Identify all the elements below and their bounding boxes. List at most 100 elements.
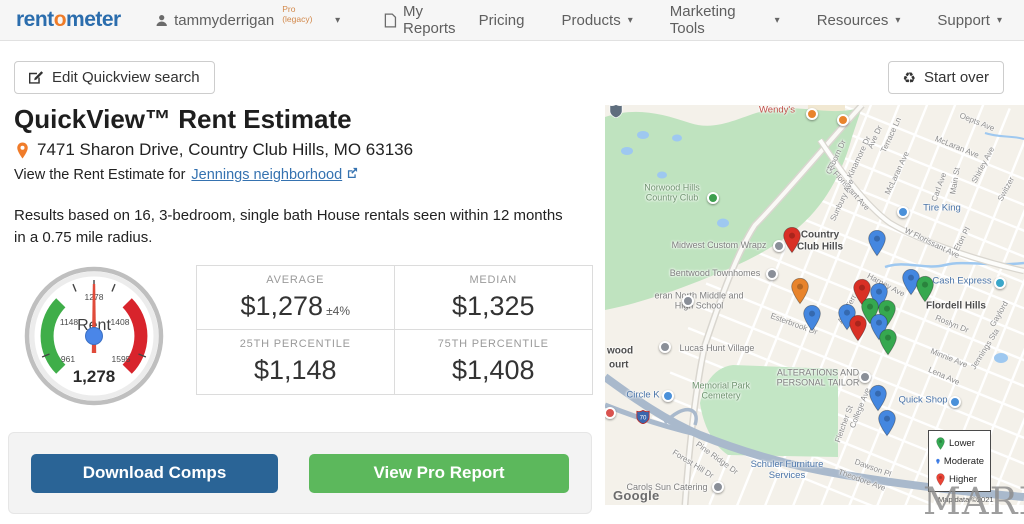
street-label: Jennings Sta bbox=[968, 326, 1002, 372]
stat-average-label: AVERAGE bbox=[266, 273, 325, 286]
map-pin-blue[interactable] bbox=[868, 229, 887, 257]
username-label: tammyderrigan bbox=[174, 11, 275, 29]
gauge-tick-1408: 1408 bbox=[111, 317, 130, 327]
map-pin-green[interactable] bbox=[916, 275, 935, 303]
street-label: W Florissant Ave bbox=[824, 161, 872, 213]
map-poi-icon[interactable] bbox=[682, 295, 694, 307]
map-pin-red[interactable] bbox=[849, 314, 868, 342]
map-poi-icon[interactable] bbox=[897, 206, 909, 218]
map-poi-icon[interactable] bbox=[662, 390, 674, 402]
chevron-down-icon: ▾ bbox=[774, 14, 780, 26]
nav-link-resources[interactable]: Resources ▾ bbox=[816, 11, 901, 29]
place-label: Cash Express bbox=[932, 275, 992, 287]
start-over-button[interactable]: ♻ Start over bbox=[887, 61, 1004, 94]
google-logo: Google bbox=[613, 488, 660, 503]
street-label: Pine Ridge Dr bbox=[694, 439, 740, 477]
map-poi-icon[interactable] bbox=[766, 268, 778, 280]
stat-p25-label: 25TH PERCENTILE bbox=[239, 338, 351, 350]
results-summary: Results based on 16, 3-bedroom, single b… bbox=[14, 207, 563, 246]
street-label: McLaran Ave bbox=[883, 150, 911, 196]
nav-link-products[interactable]: Products ▾ bbox=[561, 11, 633, 29]
map-base bbox=[605, 105, 1024, 505]
my-reports-label: My Reports bbox=[403, 3, 456, 37]
street-label: Forest Hill Dr bbox=[670, 447, 716, 481]
stat-75th-percentile: 75TH PERCENTILE $1,408 bbox=[395, 330, 593, 394]
navbar: rentometer tammyderrigan Pro (legacy) ▾ … bbox=[0, 0, 1024, 41]
place-label: Circle K bbox=[626, 389, 660, 401]
gauge-red-arc bbox=[122, 298, 148, 374]
highway-ramp bbox=[663, 407, 698, 426]
chevron-down-icon: ▾ bbox=[335, 14, 341, 26]
i70-shield-icon: 70 bbox=[636, 409, 651, 425]
chevron-down-icon: ▾ bbox=[627, 14, 633, 26]
street-label: Kinamore Dr bbox=[845, 134, 873, 180]
stat-average: AVERAGE $1,278 ±4% bbox=[197, 266, 395, 330]
map-pin-orange[interactable] bbox=[791, 277, 810, 305]
interstate-shield-icon bbox=[609, 105, 623, 119]
map-poi-icon[interactable] bbox=[773, 240, 785, 252]
person-icon bbox=[156, 14, 167, 26]
download-comps-button[interactable]: Download Comps bbox=[31, 453, 278, 493]
place-label: Memorial Park Cemetery bbox=[691, 380, 750, 401]
nav-link-marketing-tools[interactable]: Marketing Tools ▾ bbox=[669, 3, 780, 37]
place-label: Quick Shop bbox=[898, 394, 948, 406]
gauge-tick-1148: 1148 bbox=[60, 317, 79, 327]
nav-link-pricing[interactable]: Pricing bbox=[478, 11, 525, 29]
stat-average-value: $1,278 ±4% bbox=[240, 290, 351, 321]
map-pin-green[interactable] bbox=[879, 328, 898, 356]
address-text: 7471 Sharon Drive, Country Club Hills, M… bbox=[37, 140, 414, 159]
map-poi-icon[interactable] bbox=[837, 114, 849, 126]
place-label: eran North Middle and High School bbox=[654, 290, 744, 311]
stat-p75-value: $1,408 bbox=[451, 355, 535, 385]
map-pin-blue[interactable] bbox=[878, 409, 897, 437]
map-poi-icon[interactable] bbox=[605, 407, 616, 419]
map-pin-blue[interactable] bbox=[869, 384, 888, 412]
place-label: ALTERATIONS AND PERSONAL TAILOR bbox=[776, 367, 860, 388]
place-label: Tire King bbox=[923, 202, 961, 214]
map-poi-icon[interactable] bbox=[659, 341, 671, 353]
cemetery-area bbox=[700, 365, 838, 457]
nav-link-support[interactable]: Support ▾ bbox=[937, 11, 1002, 29]
place-label: wood bbox=[607, 345, 634, 357]
subject-address: 7471 Sharon Drive, Country Club Hills, M… bbox=[16, 140, 413, 160]
street-label: Shirley Ave bbox=[969, 145, 997, 185]
svg-text:70: 70 bbox=[640, 415, 647, 422]
map-poi-icon[interactable] bbox=[859, 371, 871, 383]
place-label: Lucas Hunt Village bbox=[679, 342, 755, 353]
location-pin-icon bbox=[17, 142, 28, 158]
neighborhood-line: View the Rent Estimate for Jennings neig… bbox=[14, 167, 358, 183]
page-title: QuickView™ Rent Estimate bbox=[14, 104, 352, 134]
my-reports-link[interactable]: My Reports bbox=[384, 3, 478, 37]
map-poi-icon[interactable] bbox=[707, 192, 719, 204]
stat-p25-value: $1,148 bbox=[253, 355, 337, 385]
stat-25th-percentile: 25TH PERCENTILE $1,148 bbox=[197, 330, 395, 394]
map-poi-icon[interactable] bbox=[806, 108, 818, 120]
street-label: Carl Ave bbox=[929, 171, 949, 203]
street-label: Osborn Dr bbox=[824, 138, 848, 176]
user-menu[interactable]: tammyderrigan Pro (legacy) ▾ bbox=[155, 4, 341, 30]
stat-median-value: $1,325 bbox=[451, 290, 535, 321]
legend-item-lower: Lower bbox=[936, 437, 984, 450]
map-poi-icon[interactable] bbox=[712, 481, 724, 493]
street-label: Terrace Ln bbox=[878, 115, 904, 155]
view-pro-report-button[interactable]: View Pro Report bbox=[309, 453, 569, 493]
gauge-value: 1,278 bbox=[73, 367, 116, 386]
map-pin-blue[interactable] bbox=[803, 304, 822, 332]
map-pin-red[interactable] bbox=[783, 226, 802, 254]
map-legend: Lower Moderate Higher bbox=[928, 430, 991, 492]
start-over-label: Start over bbox=[923, 69, 989, 86]
nav-links: Pricing Products ▾ Marketing Tools ▾ Resou… bbox=[479, 3, 1002, 37]
edit-quickview-search-button[interactable]: Edit Quickview search bbox=[14, 61, 215, 94]
street-label: Main St bbox=[948, 166, 962, 196]
map[interactable]: 70 Oepts Ave McLaran Ave McLaran Ave Shirle… bbox=[605, 105, 1024, 505]
rent-gauge: 1278 1148 1408 961 1595 Rent 1,278 bbox=[24, 266, 164, 406]
recycle-icon: ♻ bbox=[902, 68, 916, 87]
neighborhood-link[interactable]: Jennings neighborhood bbox=[191, 167, 343, 183]
map-poi-icon[interactable] bbox=[994, 277, 1006, 289]
place-label: Schuler Furniture Services bbox=[750, 459, 824, 481]
edit-pencil-icon bbox=[29, 71, 44, 84]
map-poi-icon[interactable] bbox=[949, 396, 961, 408]
rentometer-logo[interactable]: rentometer bbox=[16, 8, 121, 32]
map-pin-blue[interactable] bbox=[902, 268, 921, 296]
